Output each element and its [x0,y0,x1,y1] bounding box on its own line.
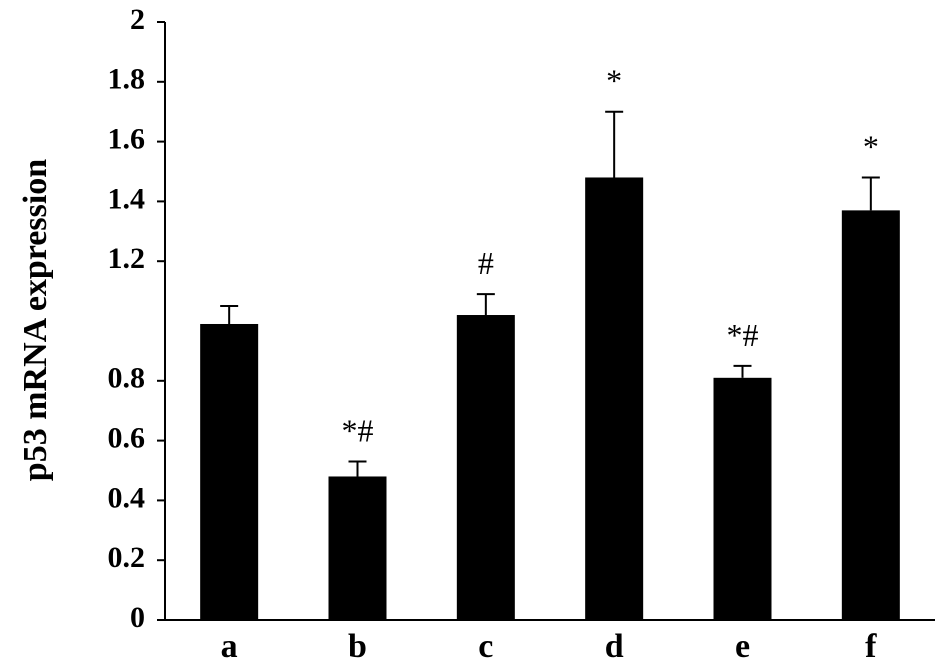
y-axis-label: p53 mRNA expression [17,159,54,481]
y-tick-label: 0.6 [108,421,146,454]
y-tick-label: 1.8 [108,63,146,96]
x-tick-label-d: d [605,628,624,665]
x-tick-label-e: e [735,628,750,665]
x-axis-labels: a b c d e f [221,628,878,665]
bar-b [328,476,387,620]
significance-label-d: * [606,63,622,99]
significance-label-c: # [478,245,494,281]
y-tick-label: 0.4 [108,481,146,514]
y-tick-label: 0 [130,601,145,634]
bar-f [841,210,900,620]
y-tick-label: 1.6 [108,122,146,155]
y-tick-label: 0.8 [108,362,146,395]
y-tick-label: 0.2 [108,541,146,574]
significance-label-f: * [863,128,879,164]
y-tick-label: 2 [130,3,145,36]
bar-e [713,377,772,620]
y-tick-label: 1.2 [108,242,146,275]
bar-a [200,323,259,620]
x-tick-label-f: f [865,628,877,665]
bar-d [585,177,644,621]
x-tick-label-c: c [478,628,493,665]
x-tick-label-b: b [348,628,367,665]
x-tick-label-a: a [221,628,238,665]
bar-c [456,315,515,620]
y-tick-label: 1.4 [108,182,146,215]
bars: *# # * *# * [200,63,900,621]
significance-label-b: *# [342,413,374,449]
significance-label-e: *# [727,317,759,353]
y-axis-ticks: 0 0.2 0.4 0.6 0.8 1.2 1.4 1.6 1.8 2 [108,3,165,634]
